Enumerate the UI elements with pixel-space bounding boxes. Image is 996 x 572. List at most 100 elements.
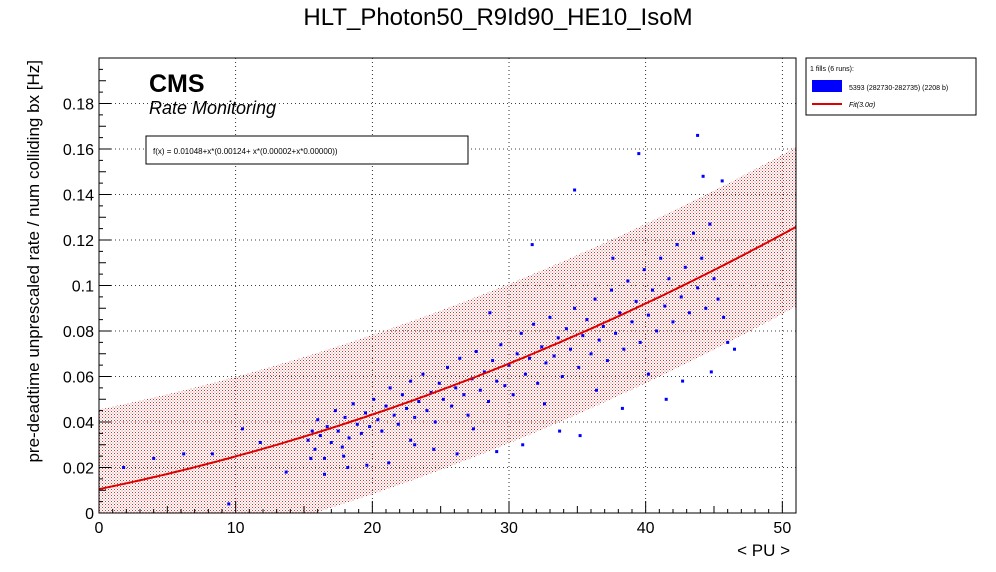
data-point-0-40 — [429, 390, 433, 394]
data-point-0-36 — [413, 415, 417, 419]
data-point-0-136 — [646, 372, 650, 376]
fit-band-area — [99, 147, 796, 513]
data-point-0-56 — [495, 379, 499, 383]
x-tick-label-1: 10 — [227, 520, 245, 537]
data-point-0-21 — [351, 402, 355, 406]
data-point-0-79 — [589, 352, 593, 356]
data-point-0-142 — [342, 454, 346, 458]
data-point-0-63 — [523, 372, 527, 376]
y-tick-label-6: 0.12 — [63, 233, 94, 250]
y-tick-label-4: 0.08 — [63, 324, 94, 341]
data-point-0-6 — [258, 441, 262, 444]
y-tick-label-3: 0.06 — [63, 370, 94, 387]
legend: 1 fills (6 runs): 5393 (282730-282735) (… — [805, 57, 977, 116]
data-point-0-71 — [556, 336, 560, 340]
data-point-0-29 — [384, 404, 388, 408]
data-point-0-114 — [720, 179, 724, 183]
data-point-0-94 — [651, 288, 654, 292]
fit-band — [99, 147, 796, 513]
data-point-0-14 — [325, 425, 329, 429]
data-point-0-16 — [333, 409, 337, 413]
data-point-0-70 — [552, 354, 556, 358]
data-point-0-78 — [585, 318, 589, 322]
data-point-0-10 — [313, 447, 317, 451]
data-point-0-15 — [329, 441, 333, 444]
data-point-0-112 — [696, 133, 700, 137]
data-point-0-85 — [614, 331, 618, 335]
legend-entry-fit: Fit(3.0σ) — [849, 102, 875, 109]
data-point-0-12 — [318, 434, 322, 438]
data-point-0-48 — [462, 393, 466, 397]
data-point-0-27 — [376, 418, 380, 422]
data-point-0-134 — [664, 397, 668, 401]
data-point-0-65 — [532, 322, 536, 326]
data-point-0-72 — [560, 375, 564, 378]
y-tick-label-1: 0.02 — [63, 461, 94, 478]
data-point-0-118 — [573, 188, 577, 192]
data-point-0-80 — [593, 297, 597, 301]
data-point-0-117 — [733, 347, 736, 351]
data-point-0-24 — [364, 411, 367, 415]
data-point-0-39 — [425, 409, 429, 413]
data-point-0-57 — [499, 343, 503, 347]
y-tick-label-5: 0.1 — [72, 279, 94, 296]
fit-line — [99, 226, 796, 491]
fit-formula-box — [145, 135, 469, 165]
data-point-0-60 — [511, 393, 515, 397]
data-point-0-37 — [417, 400, 421, 403]
data-point-0-124 — [558, 429, 562, 433]
data-point-0-23 — [359, 431, 363, 435]
data-point-0-49 — [466, 413, 470, 417]
data-point-0-30 — [388, 386, 392, 390]
data-point-0-86 — [618, 311, 622, 315]
data-point-0-17 — [336, 429, 340, 433]
data-point-0-109 — [712, 277, 716, 281]
data-point-0-96 — [659, 256, 663, 260]
subtitle: Rate Monitoring — [149, 98, 276, 118]
data-point-0-83 — [605, 359, 609, 363]
data-point-0-42 — [437, 381, 441, 385]
data-point-0-100 — [675, 243, 679, 247]
data-point-0-25 — [368, 425, 372, 429]
data-point-0-90 — [634, 299, 638, 303]
data-point-0-75 — [573, 306, 577, 310]
data-point-0-69 — [548, 315, 552, 319]
data-point-0-128 — [365, 463, 369, 467]
data-point-0-35 — [409, 379, 413, 383]
data-point-0-67 — [540, 345, 544, 349]
data-point-0-2 — [182, 452, 186, 456]
data-point-0-45 — [450, 404, 454, 408]
data-point-0-108 — [708, 222, 712, 226]
x-tick-label-5: 50 — [773, 520, 791, 537]
data-point-0-137 — [595, 388, 598, 392]
data-point-0-28 — [380, 429, 384, 433]
data-point-0-76 — [577, 365, 581, 369]
fit-line-group — [99, 226, 796, 491]
data-point-0-8 — [306, 438, 310, 442]
data-point-0-123 — [409, 438, 413, 442]
data-point-0-87 — [622, 347, 626, 351]
data-point-0-18 — [340, 445, 344, 449]
data-point-0-4 — [227, 502, 231, 506]
data-point-0-44 — [446, 365, 449, 369]
data-point-0-3 — [210, 452, 214, 456]
data-point-0-82 — [601, 325, 605, 328]
legend-header: 1 fills (6 runs): — [810, 66, 854, 73]
data-point-0-1 — [152, 456, 156, 460]
legend-entry-series: 5393 (282730-282735) (2208 b) — [849, 85, 948, 92]
data-point-0-66 — [536, 381, 540, 385]
data-point-0-43 — [441, 397, 445, 401]
data-point-0-91 — [638, 340, 642, 344]
data-point-0-99 — [671, 320, 675, 324]
y-axis: 0 0.02 0.04 0.06 0.08 0.1 0.12 0.14 0.16 0.18 — [63, 57, 111, 523]
data-point-0-103 — [687, 311, 691, 315]
y-tick-label-7: 0.14 — [63, 188, 94, 205]
data-point-0-55 — [491, 359, 495, 363]
data-point-0-93 — [646, 313, 650, 317]
x-axis: 0 10 20 30 40 50 — [95, 501, 797, 537]
x-tick-label-3: 30 — [500, 520, 518, 537]
data-point-0-130 — [455, 452, 459, 456]
data-point-0-9 — [310, 429, 314, 433]
data-points — [122, 133, 736, 506]
data-point-0-47 — [458, 356, 462, 360]
